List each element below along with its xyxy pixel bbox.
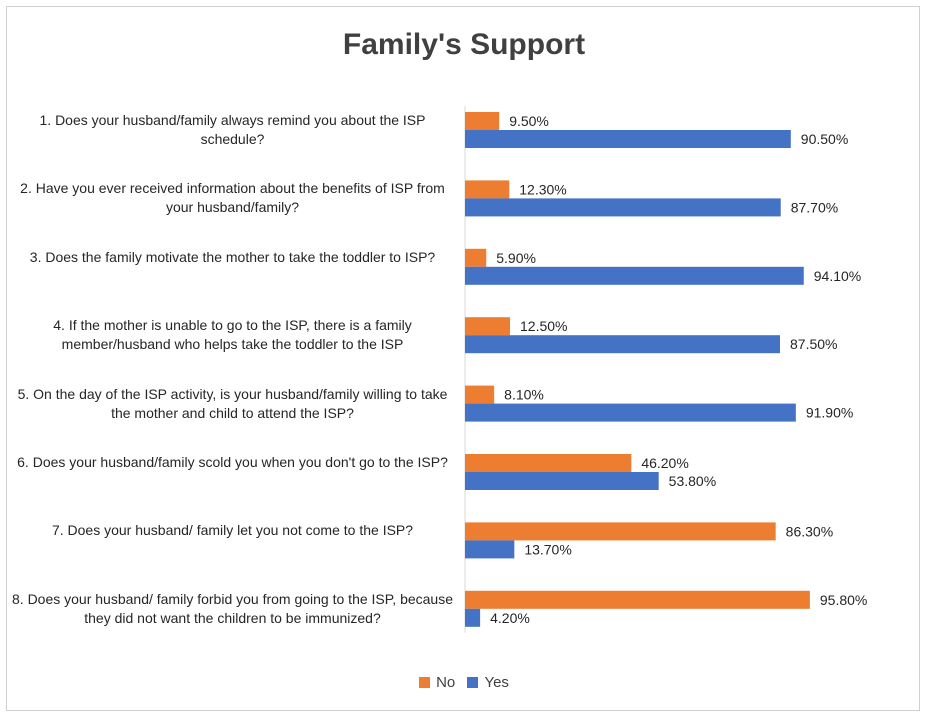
data-label-yes: 87.50% — [790, 336, 837, 352]
bar-no — [465, 454, 632, 472]
category-label: 6. Does your husband/family scold you wh… — [17, 454, 448, 470]
data-label-no: 12.30% — [519, 181, 566, 197]
bar-yes — [465, 608, 481, 627]
bar-yes — [465, 198, 781, 217]
data-label-yes: 87.70% — [791, 199, 838, 215]
bar-no — [465, 317, 510, 336]
bar-yes — [465, 403, 796, 422]
bar-yes — [465, 335, 780, 354]
legend-label-yes: Yes — [484, 674, 509, 691]
data-label-yes: 91.90% — [806, 405, 853, 421]
category-label: 4. If the mother is unable to go to the … — [53, 317, 412, 353]
legend-item-no: No — [419, 674, 455, 691]
category-label: 7. Does your husband/ family let you not… — [51, 522, 414, 539]
legend-item-yes: Yes — [467, 674, 509, 691]
legend-label-no: No — [436, 674, 456, 691]
legend-swatch-yes — [467, 677, 479, 688]
bar-no — [465, 385, 495, 404]
data-label-yes: 53.80% — [669, 473, 716, 489]
bar-no — [465, 180, 510, 199]
data-label-no: 46.20% — [641, 455, 688, 471]
legend: No Yes — [0, 674, 928, 692]
data-label-yes: 94.10% — [814, 268, 861, 284]
category-label: 1. Does your husband/family always remin… — [39, 112, 426, 147]
category-label: 8. Does your husband/ family forbid you … — [12, 590, 453, 626]
bar-yes — [465, 266, 804, 285]
data-label-no: 9.50% — [509, 113, 549, 129]
data-label-yes: 13.70% — [524, 541, 571, 557]
chart-title: Family's Support — [342, 28, 586, 61]
bar-no — [465, 112, 500, 130]
data-label-no: 5.90% — [496, 250, 536, 266]
bar-yes — [465, 472, 659, 490]
data-label-yes: 90.50% — [801, 131, 848, 147]
bar-no — [465, 248, 487, 267]
data-label-no: 86.30% — [786, 523, 833, 539]
data-label-yes: 4.20% — [490, 610, 530, 626]
bar-no — [465, 590, 810, 609]
bar-yes — [465, 130, 791, 148]
data-label-no: 8.10% — [504, 387, 544, 403]
category-label: 5. On the day of the ISP activity, is yo… — [17, 385, 448, 421]
legend-swatch-no — [419, 677, 431, 688]
category-label: 3. Does the family motivate the mother t… — [29, 248, 436, 265]
data-label-no: 95.80% — [820, 592, 867, 608]
category-label: 2. Have you ever received information ab… — [20, 180, 445, 216]
data-label-no: 12.50% — [520, 318, 567, 334]
bar-no — [465, 522, 776, 541]
bar-yes — [465, 540, 515, 559]
